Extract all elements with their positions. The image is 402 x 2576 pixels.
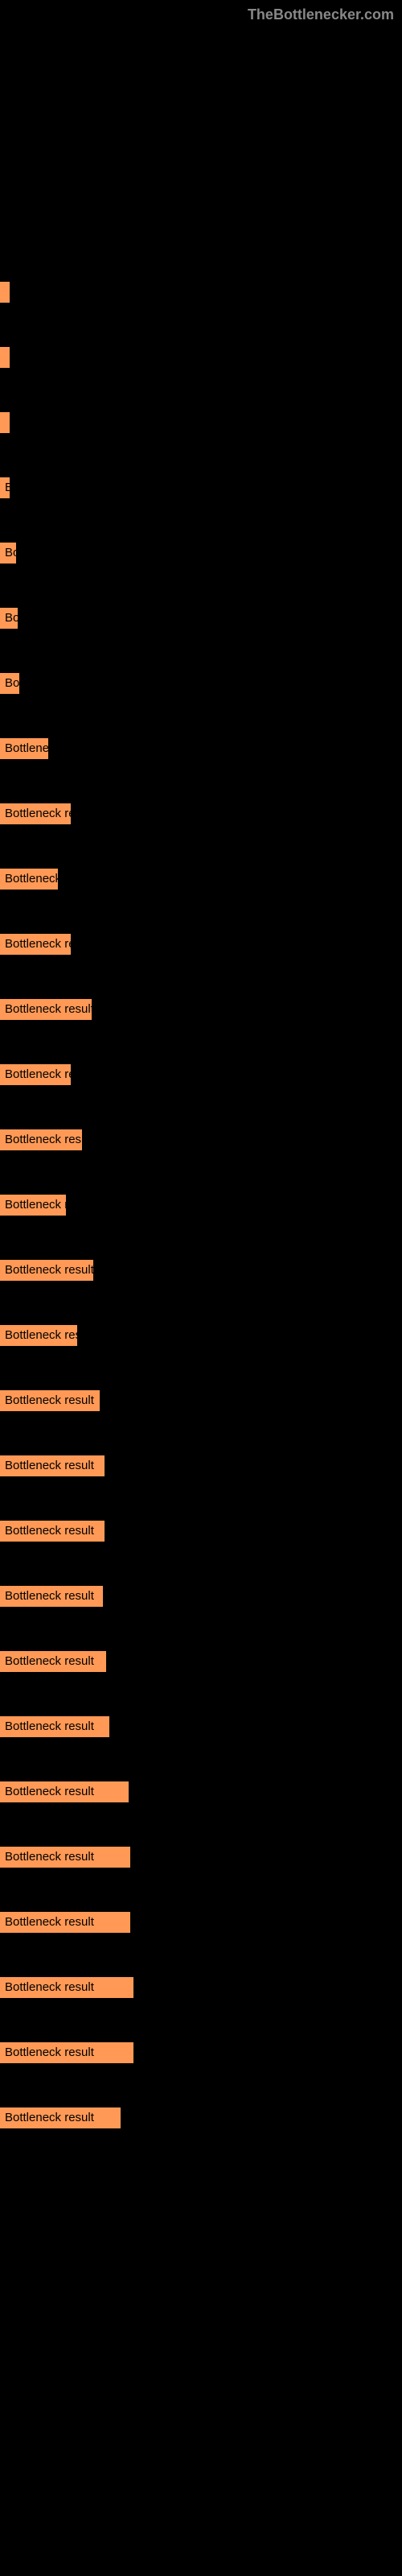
bar-row [0,347,402,372]
bar: Bottleneck result [0,1651,106,1672]
bar: Bottleneck result [0,1977,133,1998]
bar: Bottleneck result [0,999,92,1020]
bar-row: Bottleneck [0,869,402,894]
bar-row: Bottleneck re [0,803,402,828]
bar: Bottleneck result [0,1847,130,1868]
bar: Bottleneck result [0,1390,100,1411]
bar: Bottleneck result [0,1586,103,1607]
bar-row [0,282,402,307]
bar-row: Bottleneck result [0,1847,402,1872]
bar: Bottleneck res [0,1325,77,1346]
bar: Bottlene [0,738,48,759]
bar: Bottleneck result [0,2042,133,2063]
bar: Bottleneck result [0,1260,93,1281]
bar-row: Bottleneck result [0,1586,402,1611]
bar-row: Bottleneck result [0,1455,402,1480]
bar: Bottleneck re [0,934,71,955]
bar-row: Bottleneck re [0,934,402,959]
bar-row: Bottleneck result [0,1977,402,2002]
bar-row: Bottleneck result [0,1651,402,1676]
bar-row: Bottleneck result [0,2107,402,2132]
bar [0,412,10,433]
bar-row: Bottleneck resu [0,1129,402,1154]
bar-row: Bottleneck res [0,1325,402,1350]
bar-row: Bottleneck result [0,1781,402,1806]
watermark-text: TheBottlenecker.com [248,6,394,23]
bar: Bottleneck re [0,1064,71,1085]
bar-row: B [0,477,402,502]
bar: Bottleneck result [0,1455,105,1476]
bar-row: Bottleneck result [0,1260,402,1285]
bars-chart: B Bo Bo Bo Bottlene Bottleneck re Bottleneck Bo… [0,0,402,2132]
bar: Bottleneck [0,869,58,890]
bar: Bottleneck result [0,1781,129,1802]
bar-row: Bottleneck result [0,1521,402,1546]
bar: Bottleneck resu [0,1129,82,1150]
bar: Bottleneck result [0,1716,109,1737]
bar: Bottleneck r [0,1195,66,1216]
bar-row [0,412,402,437]
bar: Bottleneck re [0,803,71,824]
bar [0,347,10,368]
bar-row: Bottleneck r [0,1195,402,1220]
bar-row: Bo [0,543,402,568]
bar-row: Bottleneck result [0,1716,402,1741]
bar: Bottleneck result [0,1912,130,1933]
bar: Bo [0,543,16,564]
bar: Bo [0,673,19,694]
bar-row: Bottleneck result [0,1390,402,1415]
bar [0,282,10,303]
bar-row: Bottleneck result [0,1912,402,1937]
bar: Bo [0,608,18,629]
bar-row: Bottleneck re [0,1064,402,1089]
bar-row: Bo [0,673,402,698]
bar-row: Bottlene [0,738,402,763]
bar-row: Bottleneck result [0,999,402,1024]
bar: B [0,477,10,498]
bar: Bottleneck result [0,1521,105,1542]
bar-row: Bottleneck result [0,2042,402,2067]
bar: Bottleneck result [0,2107,121,2128]
bar-row: Bo [0,608,402,633]
